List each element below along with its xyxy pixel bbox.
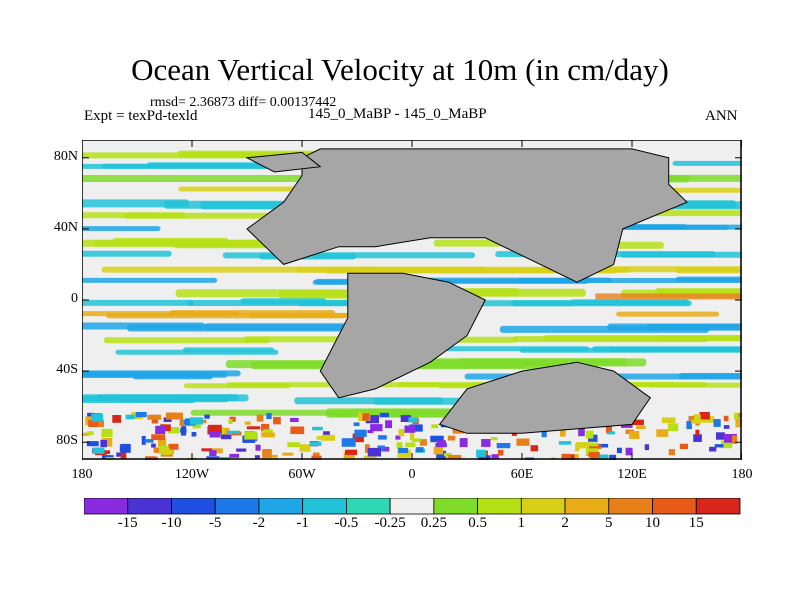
lat-tick-label: 40N bbox=[53, 219, 78, 235]
landmass bbox=[438, 361, 651, 434]
colorbar-swatch bbox=[127, 498, 172, 515]
colorbar-label: 5 bbox=[605, 515, 613, 531]
lon-tick-label: 120E bbox=[617, 467, 647, 482]
colorbar-swatch bbox=[389, 498, 435, 515]
colorbar-swatch bbox=[258, 498, 304, 515]
colorbar-label: -0.5 bbox=[334, 515, 359, 531]
lat-tick-label: 40S bbox=[56, 362, 78, 378]
colorbar-label: -0.25 bbox=[374, 515, 406, 531]
lon-tick-label: 180 bbox=[71, 467, 93, 482]
landmass bbox=[319, 272, 486, 399]
colorbar-label: 15 bbox=[688, 515, 704, 531]
colorbar-label: -1 bbox=[296, 515, 309, 531]
experiment-label: Expt = texPd-texld bbox=[84, 108, 198, 124]
season-label: ANN bbox=[705, 108, 738, 124]
rmsd-stats: rmsd= 2.36873 diff= 0.00137442 bbox=[150, 95, 337, 110]
colorbar-swatch bbox=[695, 498, 741, 515]
lon-tick-label: 0 bbox=[408, 467, 416, 482]
lat-tick-label: 80S bbox=[56, 433, 78, 449]
colorbar-swatch bbox=[302, 498, 347, 515]
land-mask bbox=[245, 148, 688, 434]
colorbar-swatch bbox=[214, 498, 260, 515]
lat-tick-label: 0 bbox=[71, 291, 78, 306]
colorbar-label: 10 bbox=[645, 515, 660, 531]
colorbar-swatch bbox=[564, 498, 610, 515]
lon-tick-label: 60W bbox=[288, 467, 316, 482]
colorbar-swatch bbox=[520, 498, 566, 515]
colorbar-label: -15 bbox=[117, 515, 138, 531]
map-frame bbox=[82, 140, 742, 460]
colorbar-swatch bbox=[171, 498, 216, 515]
colorbar-label: -2 bbox=[252, 515, 266, 531]
colorbar-label: 2 bbox=[561, 515, 569, 531]
lon-tick-label: 60E bbox=[510, 467, 534, 482]
colorbar-swatch bbox=[608, 498, 653, 515]
lon-tick-label: 120W bbox=[174, 467, 210, 482]
colorbar-swatch bbox=[345, 498, 391, 515]
lon-tick-label: 180 bbox=[731, 467, 753, 482]
colorbar bbox=[84, 498, 741, 515]
case-comparison-label: 145_0_MaBP - 145_0_MaBP bbox=[308, 106, 487, 122]
colorbar-swatch bbox=[84, 498, 129, 515]
velocity-map bbox=[82, 140, 742, 460]
colorbar-label: -5 bbox=[208, 515, 222, 531]
colorbar-label: 1 bbox=[517, 515, 526, 531]
colorbar-label: -10 bbox=[161, 515, 182, 531]
colorbar-swatch bbox=[652, 498, 697, 515]
colorbar-label: 0.5 bbox=[468, 515, 487, 531]
map-title: Ocean Vertical Velocity at 10m (in cm/da… bbox=[131, 52, 669, 87]
colorbar-swatch bbox=[433, 498, 478, 515]
colorbar-label: 0.25 bbox=[420, 515, 448, 531]
landmass bbox=[246, 148, 688, 283]
lat-tick-label: 80N bbox=[53, 148, 78, 164]
landmass bbox=[245, 151, 322, 173]
colorbar-swatch bbox=[477, 498, 522, 515]
